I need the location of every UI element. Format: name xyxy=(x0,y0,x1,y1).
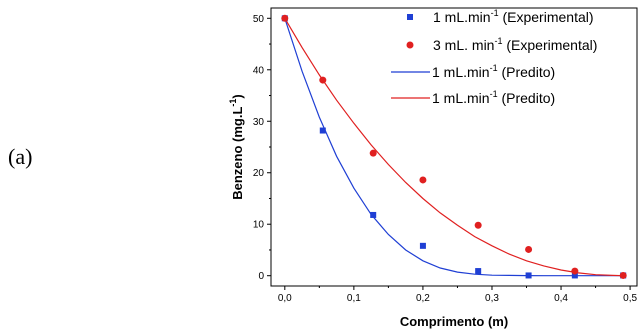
y-axis-label-main: Benzeno (mg.L xyxy=(230,107,245,200)
x-tick-label: 0,3 xyxy=(485,293,499,304)
legend-label-suffix: (Predito) xyxy=(498,64,556,80)
panel-label: (a) xyxy=(8,144,33,169)
legend-label: 1 mL.min-1 (Predito) xyxy=(432,63,555,80)
data-point-circle xyxy=(419,176,427,184)
data-point-circle xyxy=(525,245,533,253)
legend-label-suffix: (Predito) xyxy=(498,90,556,106)
x-tick-label: 0,1 xyxy=(347,293,361,304)
data-point-circle xyxy=(281,14,289,22)
data-point-circle xyxy=(474,221,482,229)
y-axis-label: Benzeno (mg.L-1) xyxy=(228,94,245,200)
x-axis-label: Comprimento (m) xyxy=(400,314,508,329)
x-tick-label: 0,4 xyxy=(554,293,568,304)
x-axis-ticks: 0,0 0,1 0,2 0,3 0,4 0,5 xyxy=(278,286,637,304)
x-tick-label: 0,2 xyxy=(416,293,430,304)
series-line-2 xyxy=(284,18,624,277)
y-tick-label: 0 xyxy=(258,271,264,282)
y-tick-label: 50 xyxy=(253,14,265,25)
series-lines xyxy=(284,17,624,277)
legend-label-sup: -1 xyxy=(490,89,498,99)
data-point-square xyxy=(370,211,377,218)
data-point-square xyxy=(419,242,426,249)
data-point-square xyxy=(319,127,326,134)
legend-label-main: 1 mL.min xyxy=(432,90,490,106)
legend-item: 1 mL.min-1 (Predito) xyxy=(391,89,555,106)
legend-label-main: 3 mL. min xyxy=(433,37,494,53)
y-tick-label: 30 xyxy=(253,117,265,128)
legend-label-sup: -1 xyxy=(490,63,498,73)
y-tick-label: 20 xyxy=(253,168,265,179)
legend-label-main: 1 mL.min xyxy=(433,9,491,25)
legend-label-main: 1 mL.min xyxy=(432,64,490,80)
data-point-square xyxy=(571,272,578,279)
y-axis-label-suffix: ) xyxy=(230,94,245,98)
legend-circle-marker xyxy=(406,41,414,49)
legend-label: 3 mL. min-1 (Experimental) xyxy=(433,36,597,53)
data-point-square xyxy=(475,268,482,275)
data-point-circle xyxy=(571,267,579,275)
legend-item: 1 mL.min-1 (Predito) xyxy=(391,63,555,80)
series-line-3 xyxy=(284,17,624,277)
legend-item: 1 mL.min-1 (Experimental) xyxy=(407,8,594,25)
legend-item: 3 mL. min-1 (Experimental) xyxy=(406,36,597,53)
legend-square-marker xyxy=(407,14,413,20)
x-tick-label: 0,0 xyxy=(278,293,292,304)
data-point-circle xyxy=(369,149,377,157)
legend-label-suffix: (Experimental) xyxy=(499,9,594,25)
x-tick-label: 0,5 xyxy=(623,293,637,304)
data-point-square xyxy=(525,272,532,279)
y-tick-label: 40 xyxy=(253,65,265,76)
legend-label-sup: -1 xyxy=(494,36,502,46)
legend-label-sup: -1 xyxy=(491,8,499,18)
legend-label: 1 mL.min-1 (Predito) xyxy=(432,89,555,106)
data-point-circle xyxy=(619,271,627,279)
y-axis-ticks: 0 10 20 30 40 50 xyxy=(253,14,271,282)
legend-label: 1 mL.min-1 (Experimental) xyxy=(433,8,594,25)
series-points xyxy=(281,14,627,279)
legend: 1 mL.min-1 (Experimental)3 mL. min-1 (Ex… xyxy=(391,8,597,106)
legend-label-suffix: (Experimental) xyxy=(502,37,597,53)
y-axis-label-sup: -1 xyxy=(228,99,238,107)
y-tick-label: 10 xyxy=(253,220,265,231)
data-point-circle xyxy=(319,76,327,84)
